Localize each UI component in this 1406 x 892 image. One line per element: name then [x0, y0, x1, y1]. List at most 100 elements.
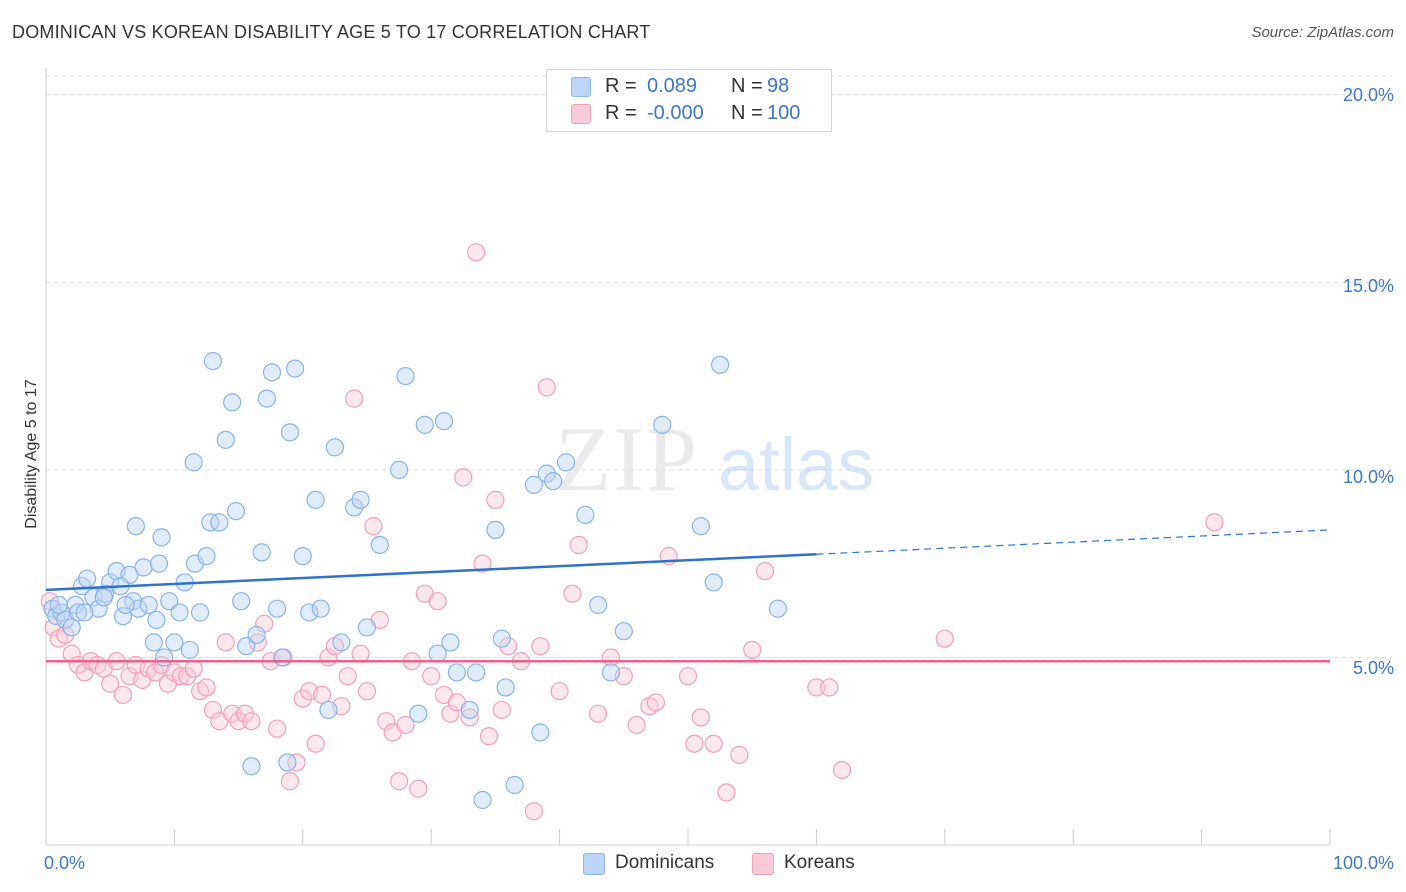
n-value: 100: [767, 102, 801, 124]
korean-point: [755, 562, 775, 581]
korean-point: [807, 678, 826, 697]
dominican-point: [467, 663, 486, 682]
dominican-point: [409, 704, 428, 723]
dominican-point: [252, 543, 271, 562]
korean-point: [467, 243, 486, 262]
dominican-point: [505, 775, 524, 795]
dominican-point: [460, 700, 479, 720]
korean-point: [56, 625, 75, 645]
dominican-point: [434, 412, 454, 431]
korean-point: [409, 779, 428, 798]
dominican-point: [237, 637, 256, 656]
korean-point: [537, 378, 556, 397]
dominican-point: [710, 355, 730, 374]
dominican-point: [691, 517, 710, 536]
trend-lines: [45, 529, 1331, 663]
dominican-point: [556, 453, 576, 472]
dominican-point: [242, 757, 261, 776]
correlation-legend: R = 0.089 N = 98 R = -0.000 N = 100: [546, 69, 832, 132]
korean-point: [357, 682, 377, 701]
korean-point: [531, 637, 550, 656]
dominican-point: [94, 588, 113, 607]
korean-point: [146, 663, 165, 682]
dominican-point: [285, 359, 305, 378]
korean-point: [492, 700, 511, 720]
y-tick-label: 5.0%: [1352, 658, 1394, 678]
korean-point: [589, 704, 608, 723]
r-label: R =: [605, 75, 637, 97]
svg-text:ZIP: ZIP: [555, 408, 699, 510]
dominican-point: [216, 430, 235, 449]
dominican-point: [544, 472, 563, 491]
dominican-point: [197, 547, 216, 566]
dominican-point: [184, 453, 203, 472]
pink-swatch-icon: [571, 104, 591, 124]
dominican-point: [351, 490, 370, 509]
dominican-point: [306, 490, 325, 509]
korean-point: [935, 629, 954, 648]
korean-point: [832, 760, 852, 780]
dominican-point: [210, 513, 229, 532]
dominican-point: [226, 502, 246, 521]
dominican-point: [486, 520, 505, 539]
korean-point: [1205, 513, 1224, 532]
r-value: 0.089: [647, 75, 698, 97]
korean-point: [338, 667, 357, 686]
dominican-point: [524, 475, 544, 494]
korean-point: [280, 772, 300, 791]
korean-point: [235, 704, 255, 723]
source-credit: Source: ZipAtlas.com: [1251, 24, 1394, 41]
korean-point: [113, 685, 133, 705]
korean-point: [569, 535, 588, 555]
dominican-point: [268, 599, 287, 618]
korean-point: [627, 715, 646, 735]
dominican-point: [89, 599, 108, 618]
dominican-point: [473, 790, 492, 810]
r-value: -0.000: [647, 102, 704, 124]
n-label: N =: [731, 75, 763, 97]
n-value: 98: [767, 75, 790, 97]
dominican-point: [139, 595, 158, 615]
dominican-point: [152, 528, 171, 547]
chart-title: DOMINICAN VS KOREAN DISABILITY AGE 5 TO …: [12, 22, 651, 42]
n-label: N =: [731, 102, 763, 124]
legend-label: Dominicans: [615, 852, 715, 873]
korean-point: [197, 678, 216, 697]
dominican-point: [601, 663, 621, 682]
dominican-point: [144, 633, 163, 652]
blue-swatch-icon: [571, 77, 591, 97]
dominican-point: [768, 599, 787, 618]
dominican-point: [345, 498, 364, 517]
dominican-point: [68, 603, 88, 622]
korean-point: [223, 704, 242, 723]
dominican-point: [247, 625, 266, 645]
korean-point: [178, 667, 197, 686]
korean-point: [184, 659, 203, 678]
legend-label: Koreans: [784, 852, 855, 873]
dominican-point: [62, 618, 81, 637]
dominican-point: [116, 595, 135, 615]
korean-point: [229, 712, 248, 731]
blue-swatch-icon: [583, 853, 605, 875]
dominican-point: [190, 603, 210, 622]
y-axis-label: Disability Age 5 to 17: [23, 379, 40, 529]
dominican-point: [370, 535, 389, 555]
dominican-point: [278, 753, 297, 772]
dominican-point: [113, 607, 133, 626]
dominican-point: [262, 363, 282, 382]
dominican-point: [537, 464, 556, 483]
dominican-point: [396, 366, 415, 386]
korean-point: [479, 727, 499, 746]
dominican-point: [165, 633, 184, 652]
svg-text:atlas: atlas: [718, 423, 874, 506]
korean-point: [351, 644, 370, 663]
dominican-point: [273, 648, 292, 667]
korean-point: [390, 772, 409, 791]
dominican-point: [180, 640, 199, 660]
korean-point: [704, 734, 723, 753]
dominican-point: [203, 351, 223, 371]
dominican-point: [704, 573, 723, 592]
dominican-point: [232, 592, 251, 611]
dominican-point: [319, 700, 338, 720]
